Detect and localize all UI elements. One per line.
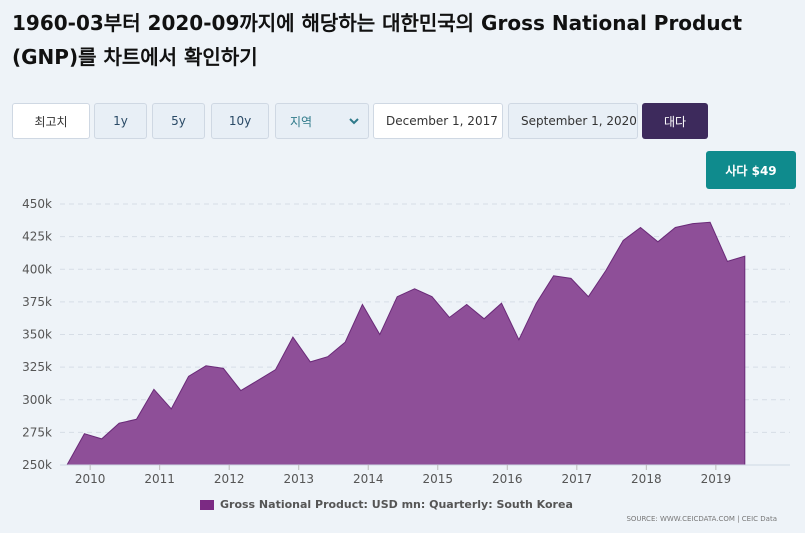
x-tick-label: 2019	[701, 472, 732, 486]
x-tick-label: 2011	[144, 472, 175, 486]
gnp-area-chart: 250k 275k 300k 325k 350k 375k 400k 425k 450k 2010…	[22, 197, 790, 486]
chevron-down-icon	[349, 118, 359, 125]
series-area[interactable]	[66, 221, 746, 466]
legend-label: Gross National Product: USD mn: Quarterl…	[220, 498, 573, 511]
date-from-input[interactable]: December 1, 2017	[373, 103, 503, 139]
y-tick-label: 425k	[22, 230, 52, 244]
x-tick-label: 2014	[353, 472, 384, 486]
x-tick-label: 2010	[75, 472, 106, 486]
buy-button[interactable]: 사다 $49	[706, 151, 796, 189]
region-select[interactable]: 지역	[275, 103, 369, 139]
x-tick-label: 2017	[562, 472, 593, 486]
chart-legend[interactable]: Gross National Product: USD mn: Quarterl…	[200, 498, 573, 511]
x-tick-label: 2016	[492, 472, 523, 486]
range-button-5y[interactable]: 5y	[152, 103, 205, 139]
y-tick-label: 375k	[22, 295, 52, 309]
y-tick-label: 325k	[22, 360, 52, 374]
x-tick-label: 2012	[214, 472, 245, 486]
y-tick-label: 450k	[22, 197, 52, 211]
y-tick-label: 400k	[22, 262, 52, 276]
legend-swatch	[200, 499, 214, 510]
page-title: 1960-03부터 2020-09까지에 해당하는 대한민국의 Gross Na…	[12, 11, 743, 69]
y-tick-label: 250k	[22, 458, 52, 472]
x-tick-label: 2018	[631, 472, 662, 486]
range-button-1y[interactable]: 1y	[94, 103, 147, 139]
region-select-label: 지역	[290, 114, 313, 129]
range-button-max[interactable]: 최고치	[12, 103, 90, 139]
x-tick-label: 2015	[422, 472, 453, 486]
range-button-10y[interactable]: 10y	[211, 103, 269, 139]
x-tick-label: 2013	[283, 472, 314, 486]
apply-button[interactable]: 대다	[642, 103, 708, 139]
y-tick-label: 300k	[22, 393, 52, 407]
date-to-input[interactable]: September 1, 2020	[508, 103, 638, 139]
y-tick-label: 275k	[22, 425, 52, 439]
y-tick-label: 350k	[22, 328, 52, 342]
source-note: SOURCE: WWW.CEICDATA.COM | CEIC Data	[626, 515, 777, 523]
